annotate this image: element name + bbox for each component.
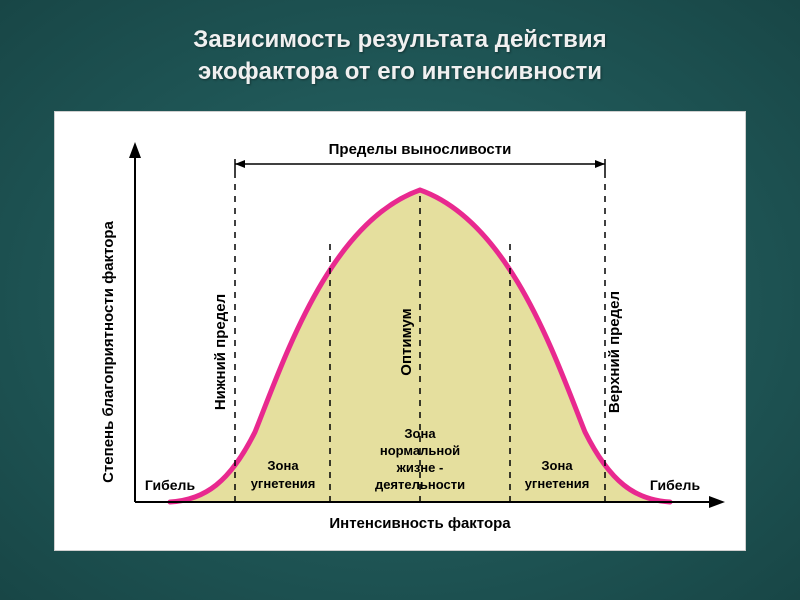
normal-2: нормальной: [380, 443, 460, 458]
death-left-label: Гибель: [145, 477, 196, 493]
bracket-arrow-right: [595, 160, 605, 168]
y-axis-label: Степень благоприятности фактора: [100, 220, 117, 482]
normal-3: жизне -: [396, 460, 444, 475]
chart-frame: Пределы выносливости Интенсивность факто…: [54, 111, 746, 551]
normal-1: Зона: [404, 426, 436, 441]
title-line-2: экофактора от его интенсивности: [198, 58, 602, 85]
title-line-1: Зависимость результата действия: [193, 26, 606, 53]
lower-limit-label: Нижний предел: [212, 294, 229, 410]
bracket-label: Пределы выносливости: [329, 141, 512, 158]
normal-4: деятельности: [375, 477, 465, 492]
death-right-label: Гибель: [650, 477, 701, 493]
bracket-arrow-left: [235, 160, 245, 168]
depress-left-2: угнетения: [251, 476, 316, 491]
x-axis-label: Интенсивность фактора: [329, 515, 511, 532]
slide-title: Зависимость результата действия экофакто…: [193, 24, 606, 89]
tolerance-chart: Пределы выносливости Интенсивность факто…: [55, 112, 745, 550]
x-axis-arrow: [709, 496, 725, 508]
optimum-label: Оптимум: [398, 308, 415, 375]
depress-right-2: угнетения: [525, 476, 590, 491]
depress-right-1: Зона: [541, 458, 573, 473]
depress-left-1: Зона: [267, 458, 299, 473]
upper-limit-label: Верхний предел: [606, 291, 623, 413]
y-axis-arrow: [129, 142, 141, 158]
